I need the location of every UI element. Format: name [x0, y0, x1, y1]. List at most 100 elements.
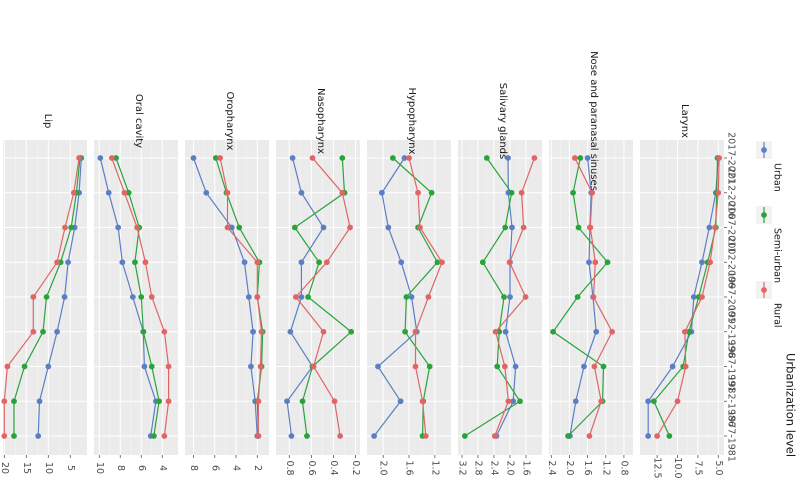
data-point-rural [716, 155, 723, 161]
data-point-rural [501, 363, 508, 370]
panel-title: Nasopharynx [315, 88, 326, 154]
data-point-rural [62, 224, 68, 231]
data-point-rural [681, 328, 688, 335]
panel-title: Nose and paranasal sinuses [588, 51, 599, 191]
x-tick-label: 4 [157, 465, 168, 471]
data-point-rural [589, 189, 596, 196]
data-point-semi-urban [461, 433, 468, 439]
data-point-semi-urban [339, 155, 346, 161]
data-point-urban [115, 224, 122, 231]
category-tick-label: 1987-1991 [726, 341, 737, 393]
data-point-urban [298, 189, 305, 196]
data-point-semi-urban [575, 224, 582, 231]
strip-background [458, 100, 542, 138]
data-point-rural [492, 328, 499, 335]
data-point-rural [415, 189, 421, 196]
data-point-rural [654, 433, 661, 439]
data-point-semi-urban [150, 433, 157, 439]
data-point-rural [347, 224, 353, 231]
data-point-rural [590, 294, 597, 300]
data-point-urban [203, 189, 210, 196]
data-point-urban [593, 328, 600, 335]
data-point-rural [522, 294, 529, 300]
data-point-urban [669, 363, 676, 370]
legend: Urbanization level Urban Semi-urban Rural [756, 141, 798, 457]
x-tick-label: 2.4 [546, 460, 557, 475]
data-point-rural [406, 155, 412, 161]
panel-title: Salivary glands [497, 83, 508, 159]
x-tick-label: 0.8 [618, 460, 629, 475]
data-point-rural [586, 433, 593, 439]
x-tick-label: 1.6 [582, 460, 593, 475]
x-tick-label: 0.4 [328, 460, 339, 475]
data-point-urban [378, 189, 385, 196]
data-point-rural [254, 294, 261, 300]
x-tick-label: 10 [94, 462, 105, 474]
data-point-rural [4, 363, 11, 370]
data-point-rural [419, 398, 426, 405]
data-point-rural [309, 155, 316, 161]
data-point-rural [161, 433, 168, 439]
data-point-urban [36, 398, 43, 405]
x-tick-label: 2.0 [505, 460, 516, 475]
data-point-semi-urban [348, 328, 355, 335]
data-point-semi-urban [113, 155, 119, 161]
x-tick-label: 12.5 [652, 457, 663, 478]
strip-background [276, 100, 360, 138]
data-point-rural [224, 189, 231, 196]
panel-title: Oropharynx [224, 92, 235, 151]
data-point-semi-urban [11, 433, 17, 439]
data-point-semi-urban [212, 155, 219, 161]
data-point-rural [591, 363, 598, 370]
x-tick-label: 1.6 [404, 460, 415, 475]
data-point-urban [54, 328, 60, 335]
strip-background [94, 100, 178, 138]
data-point-semi-urban [428, 189, 435, 196]
data-point-urban [690, 294, 697, 300]
data-point-semi-urban [43, 294, 50, 300]
data-point-semi-urban [550, 328, 556, 335]
data-point-semi-urban [140, 328, 147, 335]
data-point-urban [129, 294, 136, 300]
x-tick-label: 6 [136, 465, 147, 471]
data-point-urban [289, 155, 296, 161]
strip-background [185, 100, 269, 138]
data-point-rural [257, 363, 264, 370]
panel-salivary-glands: Salivary glands 3.2 2.8 2.4 2.0 1.6 [457, 83, 542, 476]
data-point-rural [715, 189, 722, 196]
panel-title: Hypopharynx [406, 87, 417, 154]
strip-background [367, 100, 451, 138]
data-point-rural [320, 328, 327, 335]
data-point-semi-urban [305, 294, 311, 300]
data-point-semi-urban [236, 224, 243, 231]
data-point-semi-urban [604, 259, 611, 266]
category-tick-label: 1992-1996 [726, 306, 737, 358]
data-point-rural [439, 259, 445, 266]
data-point-rural [30, 294, 37, 300]
data-point-rural [337, 433, 344, 439]
data-point-rural [425, 294, 432, 300]
data-point-rural [1, 398, 8, 405]
data-point-rural [310, 363, 317, 370]
data-point-semi-urban [517, 398, 523, 405]
x-tick-label: 8 [115, 465, 126, 471]
x-tick-label: 0.6 [306, 460, 317, 475]
data-point-urban [119, 259, 126, 266]
category-tick-label: 1997-2001 [726, 271, 737, 323]
data-point-rural [254, 259, 261, 266]
data-point-semi-urban [402, 328, 409, 335]
data-point-rural [609, 328, 616, 335]
data-point-rural [712, 224, 718, 231]
data-point-semi-urban [600, 363, 607, 370]
data-point-urban [505, 155, 511, 161]
data-point-urban [699, 259, 705, 266]
data-point-rural [707, 259, 714, 266]
data-point-rural [165, 398, 172, 405]
data-point-urban [245, 294, 252, 300]
data-point-urban [105, 189, 112, 196]
legend-label: Urban [772, 163, 783, 192]
panel-hypopharynx: Hypopharynx 2.0 1.6 1.2 [367, 87, 451, 476]
data-point-rural [674, 398, 681, 405]
strip-background [3, 100, 87, 138]
data-point-rural [412, 328, 419, 335]
